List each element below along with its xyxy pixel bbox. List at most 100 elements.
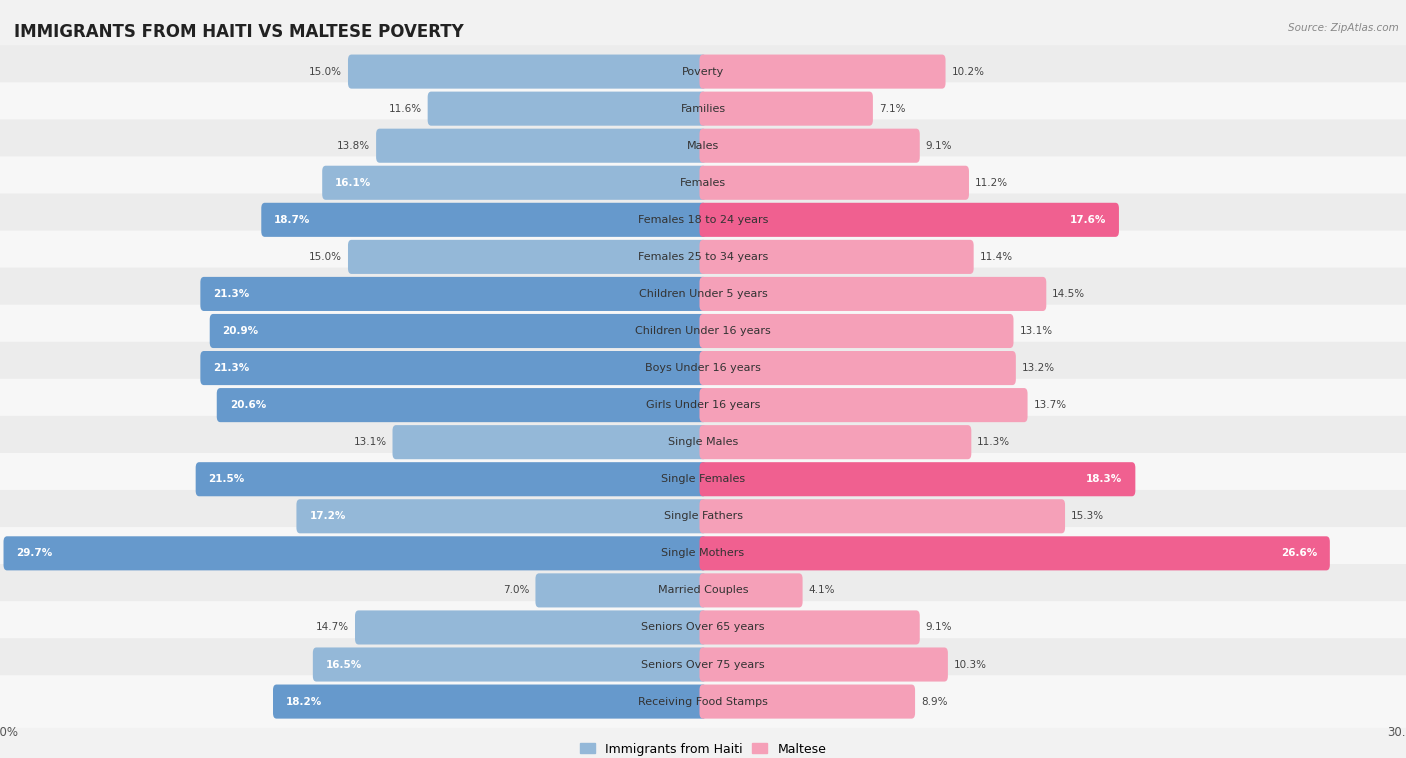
FancyBboxPatch shape	[0, 416, 1406, 468]
Text: Girls Under 16 years: Girls Under 16 years	[645, 400, 761, 410]
FancyBboxPatch shape	[0, 230, 1406, 283]
Text: 16.5%: 16.5%	[326, 659, 361, 669]
FancyBboxPatch shape	[0, 120, 1406, 172]
FancyBboxPatch shape	[0, 342, 1406, 394]
FancyBboxPatch shape	[700, 610, 920, 644]
FancyBboxPatch shape	[700, 277, 1046, 311]
FancyBboxPatch shape	[201, 351, 707, 385]
FancyBboxPatch shape	[0, 490, 1406, 543]
FancyBboxPatch shape	[700, 500, 1066, 534]
Text: 13.1%: 13.1%	[1019, 326, 1053, 336]
FancyBboxPatch shape	[700, 92, 873, 126]
FancyBboxPatch shape	[314, 647, 707, 681]
Text: 11.2%: 11.2%	[974, 178, 1008, 188]
Text: Married Couples: Married Couples	[658, 585, 748, 595]
Text: 13.8%: 13.8%	[337, 141, 370, 151]
FancyBboxPatch shape	[297, 500, 707, 534]
FancyBboxPatch shape	[700, 240, 973, 274]
Text: Seniors Over 65 years: Seniors Over 65 years	[641, 622, 765, 632]
FancyBboxPatch shape	[700, 129, 920, 163]
FancyBboxPatch shape	[700, 573, 803, 607]
Text: 11.4%: 11.4%	[980, 252, 1012, 262]
Text: Females: Females	[681, 178, 725, 188]
FancyBboxPatch shape	[700, 314, 1014, 348]
FancyBboxPatch shape	[0, 564, 1406, 617]
FancyBboxPatch shape	[349, 55, 707, 89]
FancyBboxPatch shape	[0, 638, 1406, 691]
FancyBboxPatch shape	[700, 425, 972, 459]
Text: Females 18 to 24 years: Females 18 to 24 years	[638, 215, 768, 225]
Text: Children Under 5 years: Children Under 5 years	[638, 289, 768, 299]
Text: 21.3%: 21.3%	[214, 363, 249, 373]
FancyBboxPatch shape	[700, 647, 948, 681]
Text: 20.9%: 20.9%	[222, 326, 259, 336]
Text: 16.1%: 16.1%	[335, 178, 371, 188]
FancyBboxPatch shape	[0, 527, 1406, 580]
Text: Source: ZipAtlas.com: Source: ZipAtlas.com	[1288, 23, 1399, 33]
Text: 21.5%: 21.5%	[208, 475, 245, 484]
Text: 20.6%: 20.6%	[229, 400, 266, 410]
Text: 15.0%: 15.0%	[309, 67, 342, 77]
FancyBboxPatch shape	[375, 129, 707, 163]
FancyBboxPatch shape	[700, 388, 1028, 422]
Text: Poverty: Poverty	[682, 67, 724, 77]
Text: Single Males: Single Males	[668, 437, 738, 447]
Text: 14.5%: 14.5%	[1052, 289, 1085, 299]
Text: 7.0%: 7.0%	[503, 585, 530, 595]
FancyBboxPatch shape	[700, 537, 1330, 570]
FancyBboxPatch shape	[3, 537, 707, 570]
FancyBboxPatch shape	[700, 462, 1136, 496]
Text: Males: Males	[688, 141, 718, 151]
Text: Single Fathers: Single Fathers	[664, 512, 742, 522]
Text: 15.0%: 15.0%	[309, 252, 342, 262]
FancyBboxPatch shape	[0, 305, 1406, 357]
Text: 29.7%: 29.7%	[17, 548, 52, 559]
FancyBboxPatch shape	[0, 675, 1406, 728]
Text: 13.2%: 13.2%	[1022, 363, 1054, 373]
FancyBboxPatch shape	[700, 203, 1119, 236]
Text: 13.1%: 13.1%	[353, 437, 387, 447]
Text: 21.3%: 21.3%	[214, 289, 249, 299]
Text: Boys Under 16 years: Boys Under 16 years	[645, 363, 761, 373]
FancyBboxPatch shape	[0, 268, 1406, 320]
Text: 10.3%: 10.3%	[953, 659, 987, 669]
FancyBboxPatch shape	[322, 166, 707, 200]
Text: 11.3%: 11.3%	[977, 437, 1011, 447]
Legend: Immigrants from Haiti, Maltese: Immigrants from Haiti, Maltese	[575, 738, 831, 758]
Text: Families: Families	[681, 104, 725, 114]
FancyBboxPatch shape	[217, 388, 707, 422]
Text: Females 25 to 34 years: Females 25 to 34 years	[638, 252, 768, 262]
FancyBboxPatch shape	[427, 92, 707, 126]
FancyBboxPatch shape	[0, 379, 1406, 431]
Text: Single Females: Single Females	[661, 475, 745, 484]
Text: 18.3%: 18.3%	[1087, 475, 1122, 484]
FancyBboxPatch shape	[0, 45, 1406, 98]
FancyBboxPatch shape	[262, 203, 707, 236]
FancyBboxPatch shape	[209, 314, 707, 348]
Text: 9.1%: 9.1%	[925, 141, 952, 151]
FancyBboxPatch shape	[0, 601, 1406, 653]
Text: 10.2%: 10.2%	[952, 67, 984, 77]
FancyBboxPatch shape	[0, 193, 1406, 246]
Text: 17.6%: 17.6%	[1070, 215, 1107, 225]
FancyBboxPatch shape	[700, 351, 1015, 385]
FancyBboxPatch shape	[349, 240, 707, 274]
FancyBboxPatch shape	[201, 277, 707, 311]
Text: 11.6%: 11.6%	[388, 104, 422, 114]
Text: IMMIGRANTS FROM HAITI VS MALTESE POVERTY: IMMIGRANTS FROM HAITI VS MALTESE POVERTY	[14, 23, 464, 41]
FancyBboxPatch shape	[392, 425, 707, 459]
Text: Receiving Food Stamps: Receiving Food Stamps	[638, 697, 768, 706]
Text: 7.1%: 7.1%	[879, 104, 905, 114]
FancyBboxPatch shape	[354, 610, 707, 644]
Text: 14.7%: 14.7%	[316, 622, 349, 632]
Text: 8.9%: 8.9%	[921, 697, 948, 706]
Text: 4.1%: 4.1%	[808, 585, 835, 595]
FancyBboxPatch shape	[0, 83, 1406, 135]
Text: 15.3%: 15.3%	[1071, 512, 1104, 522]
FancyBboxPatch shape	[0, 156, 1406, 209]
FancyBboxPatch shape	[536, 573, 707, 607]
FancyBboxPatch shape	[700, 684, 915, 719]
FancyBboxPatch shape	[273, 684, 707, 719]
Text: 9.1%: 9.1%	[925, 622, 952, 632]
FancyBboxPatch shape	[0, 453, 1406, 506]
